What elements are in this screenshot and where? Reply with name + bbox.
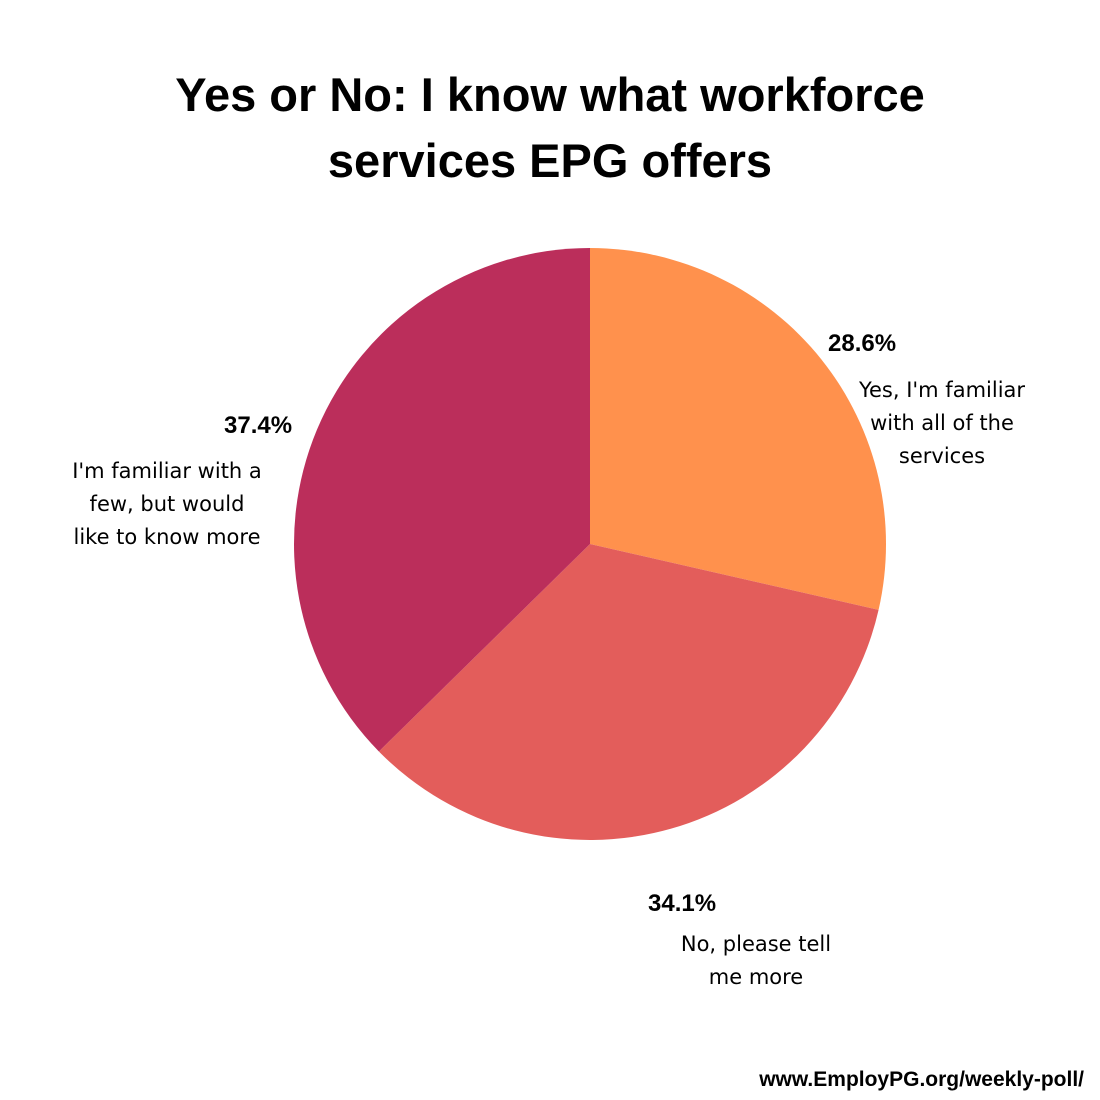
slice-value-label-yes: 28.6% (828, 330, 897, 357)
chart-title-line-2: services EPG offers (327, 134, 773, 187)
slice-label-yes: Yes, I'm familiar with all of the servic… (832, 374, 1052, 473)
slice-label-few-line-2: few, but would (89, 492, 245, 516)
pie-slice-few (294, 248, 590, 752)
pie-slice-yes (590, 248, 887, 610)
slice-label-yes-line-3: services (898, 444, 986, 468)
slice-label-no: No, please tell me more (656, 928, 856, 994)
slice-label-few-line-3: like to know more (73, 525, 261, 549)
slice-label-yes-line-2: with all of the (870, 411, 1014, 435)
slice-label-no-line-1: No, please tell (680, 932, 832, 956)
chart-title: Yes or No: I know what workforce service… (100, 62, 1000, 194)
slice-label-few-line-1: I'm familiar with a (72, 459, 262, 483)
slice-label-yes-line-1: Yes, I'm familiar (858, 378, 1026, 402)
pie-slice-no (378, 544, 879, 841)
footer-url: www.EmployPG.org/weekly-poll/ (759, 1068, 1084, 1091)
slice-label-few: I'm familiar with a few, but would like … (44, 455, 290, 554)
slice-value-label-no: 34.1% (648, 890, 717, 917)
chart-title-line-1: Yes or No: I know what workforce (175, 68, 925, 121)
slice-value-label-few: 37.4% (224, 412, 293, 439)
slice-label-no-line-2: me more (708, 965, 804, 989)
